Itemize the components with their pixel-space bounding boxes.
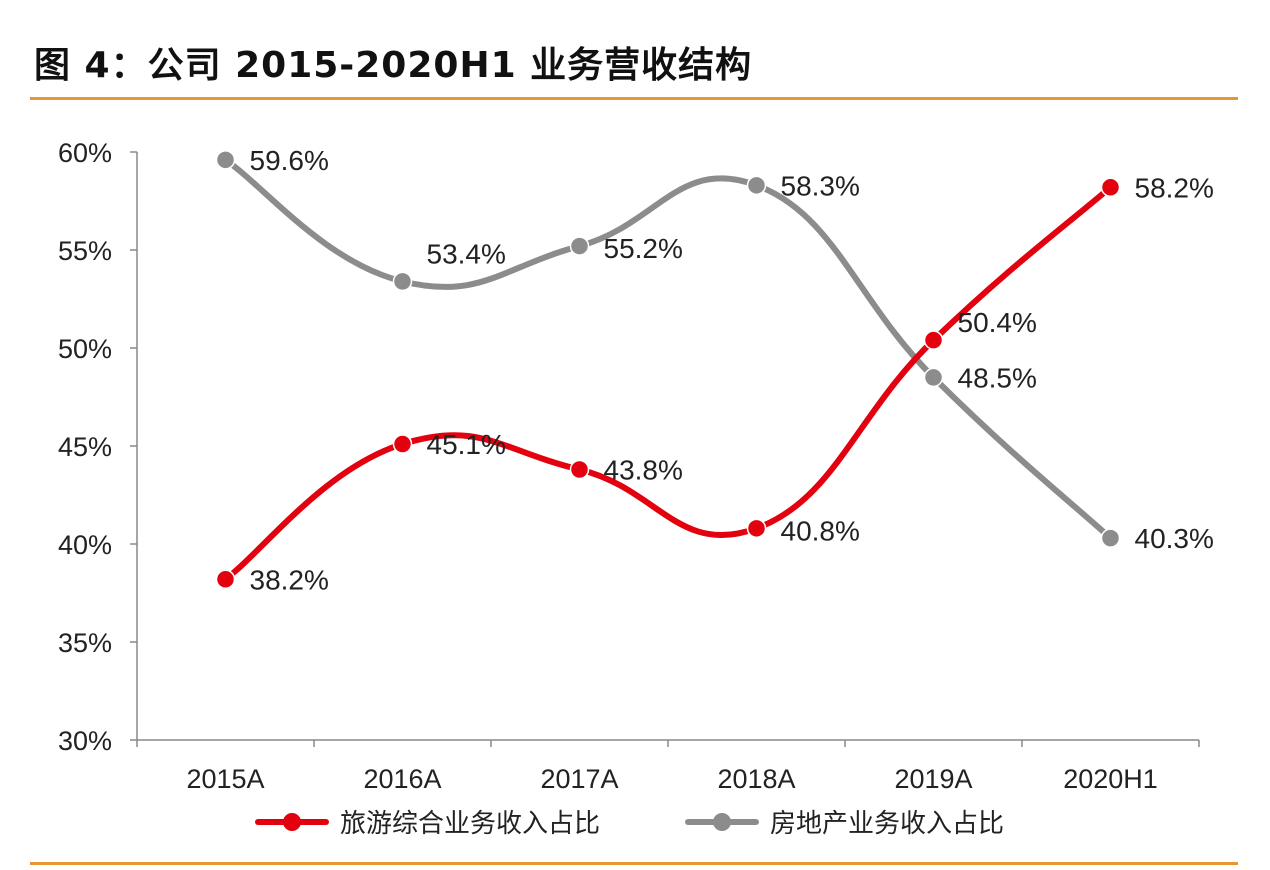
legend-label: 房地产业务收入占比 <box>770 809 1004 839</box>
legend-marker <box>713 813 731 831</box>
y-tick-label: 35% <box>58 628 112 658</box>
data-point-tourism <box>215 569 236 590</box>
data-label-real-estate: 58.3% <box>781 170 860 201</box>
data-point-real-estate <box>746 175 767 196</box>
series-line-real-estate <box>222 156 1114 542</box>
data-label-tourism: 38.2% <box>250 564 329 595</box>
x-tick-label: 2016A <box>363 764 441 794</box>
y-tick-label: 45% <box>58 432 112 462</box>
data-point-real-estate <box>569 236 590 256</box>
data-point-tourism <box>746 518 767 539</box>
data-label-tourism: 50.4% <box>958 307 1037 338</box>
data-label-real-estate: 53.4% <box>427 238 506 269</box>
data-label-tourism: 45.1% <box>427 429 506 460</box>
data-point-real-estate <box>923 367 944 388</box>
axes: 30% 35% 40% 45% 50% 55% 60% 2015A 2016A 2017A 2018… <box>58 138 1200 794</box>
data-point-real-estate <box>1100 528 1121 548</box>
series-points <box>215 150 1121 590</box>
data-label-tourism: 40.8% <box>781 515 860 546</box>
data-label-real-estate: 55.2% <box>604 233 683 264</box>
data-labels: 59.6% 53.4% 55.2% 58.3% 48.5% 40.3% 38.2% 45.1%… <box>250 145 1214 595</box>
series-line-tourism <box>222 184 1114 583</box>
chart-title: 图 4：公司 2015-2020H1 业务营收结构 <box>34 45 753 86</box>
data-label-tourism: 43.8% <box>604 455 683 486</box>
series-lines <box>222 156 1114 583</box>
bottom-divider <box>30 862 1238 865</box>
data-point-tourism <box>569 459 590 480</box>
data-label-real-estate: 59.6% <box>250 145 329 176</box>
x-tick-label: 2018A <box>717 764 795 794</box>
y-tick-label: 40% <box>58 530 112 560</box>
data-point-real-estate <box>392 271 413 292</box>
legend-marker <box>283 813 301 831</box>
y-tick-label: 55% <box>58 236 112 266</box>
legend: 旅游综合业务收入占比 房地产业务收入占比 <box>255 809 1004 839</box>
y-tick-label: 30% <box>58 726 112 756</box>
x-tick-label: 2020H1 <box>1063 764 1158 794</box>
data-point-tourism <box>392 434 413 454</box>
data-point-real-estate <box>215 150 236 170</box>
data-point-tourism <box>923 330 944 350</box>
data-point-tourism <box>1100 177 1121 198</box>
top-divider <box>30 97 1238 100</box>
data-label-tourism: 58.2% <box>1135 172 1214 203</box>
y-tick-label: 50% <box>58 334 112 364</box>
legend-label: 旅游综合业务收入占比 <box>340 809 600 839</box>
x-tick-label: 2015A <box>186 764 264 794</box>
x-tick-label: 2019A <box>894 764 972 794</box>
data-label-real-estate: 48.5% <box>958 362 1037 393</box>
y-tick-label: 60% <box>58 138 112 168</box>
data-label-real-estate: 40.3% <box>1135 523 1214 554</box>
x-tick-label: 2017A <box>540 764 618 794</box>
